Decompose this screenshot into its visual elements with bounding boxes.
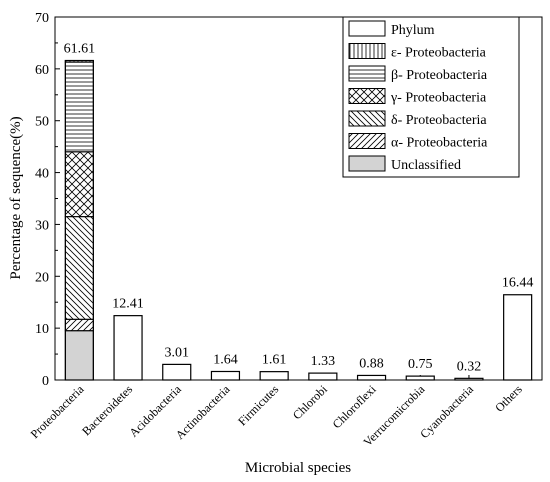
legend-swatch <box>348 65 386 82</box>
data-label: 12.41 <box>112 297 144 312</box>
bar <box>162 363 192 381</box>
bar <box>503 294 533 381</box>
y-tick-label: 40 <box>35 167 49 182</box>
legend-label: γ- Proteobacteria <box>390 91 487 106</box>
y-axis: 0 10 20 30 40 50 60 70 <box>35 11 60 389</box>
y-tick-label: 10 <box>35 322 49 337</box>
bar <box>405 375 435 381</box>
x-tick-label: Cyanobacteria <box>417 382 476 441</box>
bar-segment <box>64 216 94 320</box>
legend-swatch <box>348 110 386 127</box>
y-axis-label: Percentage of sequence(%) <box>8 116 24 279</box>
legend-swatch <box>348 20 386 37</box>
bar-segment <box>64 61 94 153</box>
x-tick-label: Proteobacteria <box>28 382 87 441</box>
x-tick-label: Firmicutes <box>235 382 281 428</box>
y-tick-label: 30 <box>35 218 49 233</box>
legend-label: Phylum <box>391 23 435 38</box>
value-labels: 61.61 12.41 3.01 1.64 1.61 1.33 0.88 0.75 0.32 16… <box>64 42 534 375</box>
bars <box>64 59 533 381</box>
y-tick-label: 50 <box>35 115 49 130</box>
data-label: 1.33 <box>311 354 336 369</box>
bar <box>64 59 94 381</box>
data-label: 0.32 <box>457 359 482 374</box>
x-tick-label: Chloroflexi <box>330 382 379 431</box>
legend-label: β- Proteobacteria <box>391 68 488 83</box>
bar <box>210 370 241 381</box>
bar-segment <box>64 318 94 332</box>
bar <box>113 315 143 381</box>
y-tick-label: 0 <box>42 374 49 389</box>
data-label: 1.61 <box>262 353 287 368</box>
data-label: 61.61 <box>64 42 96 57</box>
y-tick-label: 20 <box>35 270 49 285</box>
bar-segment <box>64 151 94 218</box>
bar <box>308 372 338 381</box>
data-label: 0.88 <box>359 356 384 371</box>
legend-label: ε- Proteobacteria <box>391 46 487 61</box>
x-tick-label: Chlorobi <box>290 382 331 423</box>
legend: Phylum ε- Proteobacteria β- Proteobacteria… <box>342 16 520 178</box>
y-tick-label: 70 <box>35 11 49 26</box>
legend-label: δ- Proteobacteria <box>391 113 487 128</box>
x-axis: ProteobacteriaBacteroidetesAcidobacteria… <box>28 375 525 449</box>
data-label: 1.64 <box>213 352 238 367</box>
bar <box>356 374 387 381</box>
legend-swatch <box>348 155 386 172</box>
data-label: 16.44 <box>502 276 534 291</box>
data-label: 3.01 <box>165 345 190 360</box>
bar <box>259 371 289 381</box>
legend-label: α- Proteobacteria <box>391 136 488 151</box>
x-axis-label: Microbial species <box>245 460 351 476</box>
data-label: 0.75 <box>408 357 433 372</box>
bar <box>454 377 484 381</box>
bar-segment <box>64 330 94 381</box>
y-tick-label: 60 <box>35 63 49 78</box>
legend-label: Unclassified <box>391 158 461 173</box>
legend-swatch <box>348 88 386 104</box>
legend-swatch <box>348 43 386 59</box>
legend-swatch <box>348 133 386 149</box>
x-tick-label: Others <box>492 382 525 415</box>
